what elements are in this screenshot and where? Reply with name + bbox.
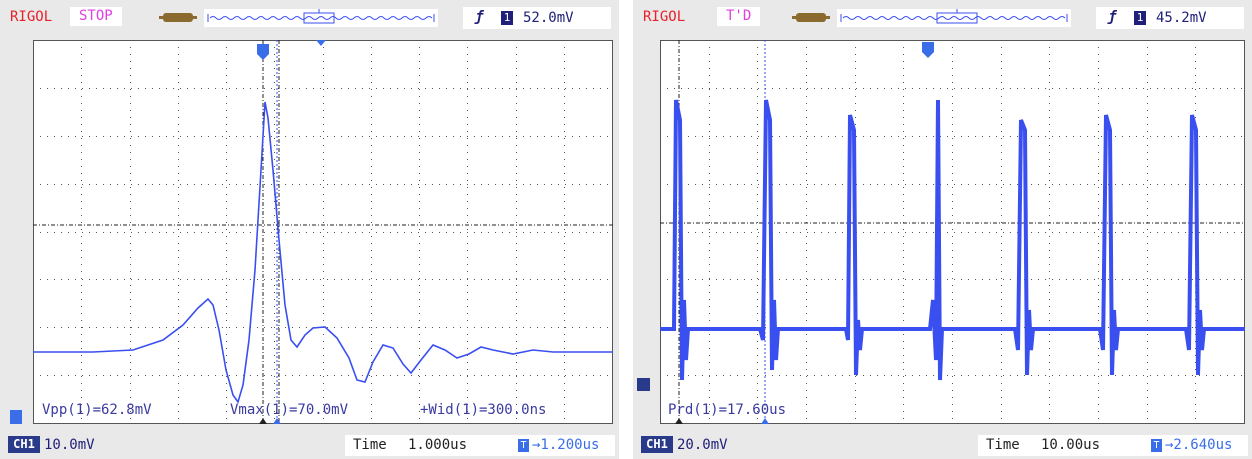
timebase-value: 10.00us [1041, 437, 1101, 453]
timebase-info[interactable]: Time 1.000us T →1.200us [345, 435, 615, 456]
channel-ground-marker [637, 378, 650, 391]
memory-depth-icon [159, 13, 197, 22]
measurement-vmax: Vmax(1)=70.0mV [230, 402, 349, 418]
channel-badge[interactable]: CH1 [641, 436, 673, 453]
memory-depth-icon [792, 13, 830, 22]
waveform-memory-overview[interactable] [204, 9, 438, 27]
trigger-position-marker [922, 42, 934, 58]
vertical-scale: 10.0mV [44, 437, 95, 453]
time-label: Time [986, 437, 1020, 453]
cursor-marker [761, 418, 769, 424]
oscilloscope-screen-left: RIGOL STOP ƒ 1 52.0mV [0, 0, 619, 459]
measurement-width: +Wid(1)=300.0ns [420, 402, 547, 418]
top-bar: RIGOL T'D ƒ 1 45.2mV [633, 0, 1252, 32]
channel-ground-marker [10, 410, 22, 424]
brand-label: RIGOL [10, 9, 53, 25]
trigger-offset-icon: T [518, 439, 529, 452]
rising-edge-icon: ƒ [475, 9, 484, 25]
oscilloscope-screen-right: RIGOL T'D ƒ 1 45.2mV [633, 0, 1252, 459]
waveform-memory-overview[interactable] [837, 9, 1071, 27]
graticule [33, 40, 613, 424]
measurement-vpp: Vpp(1)=62.8mV [42, 402, 152, 418]
brand-label: RIGOL [643, 9, 686, 25]
trigger-offset-value: →1.200us [532, 437, 600, 453]
channel-badge[interactable]: CH1 [8, 436, 40, 453]
cursor-marker [273, 418, 281, 424]
timebase-info[interactable]: Time 10.00us T →2.640us [978, 435, 1248, 456]
waveform-trace [33, 101, 613, 404]
trigger-level: 52.0mV [523, 10, 574, 26]
waveform-display[interactable] [660, 40, 1245, 424]
measurement-period: Prd(1)=17.60us [668, 402, 787, 418]
waveform-trace [660, 99, 1245, 381]
timebase-value: 1.000us [408, 437, 468, 453]
vertical-scale: 20.0mV [677, 437, 728, 453]
bottom-bar: CH1 20.0mV Time 10.00us T →2.640us [633, 432, 1252, 459]
trigger-channel-badge: 1 [501, 11, 513, 25]
trigger-channel-badge: 1 [1134, 11, 1146, 25]
trigger-position-marker [257, 44, 269, 60]
trigger-delay-marker [316, 40, 326, 46]
run-status[interactable]: T'D [717, 7, 761, 26]
trigger-info[interactable]: ƒ 1 45.2mV [1096, 7, 1244, 29]
cursor-marker [675, 418, 683, 424]
cursor-marker [259, 418, 267, 424]
trigger-offset-icon: T [1151, 439, 1162, 452]
top-bar: RIGOL STOP ƒ 1 52.0mV [0, 0, 619, 32]
rising-edge-icon: ƒ [1108, 9, 1117, 25]
trigger-level: 45.2mV [1156, 10, 1207, 26]
trigger-offset-value: →2.640us [1165, 437, 1233, 453]
waveform-display[interactable] [33, 40, 613, 424]
trigger-info[interactable]: ƒ 1 52.0mV [463, 7, 611, 29]
bottom-bar: CH1 10.0mV Time 1.000us T →1.200us [0, 432, 619, 459]
run-status[interactable]: STOP [70, 7, 122, 26]
time-label: Time [353, 437, 387, 453]
graticule [660, 40, 1245, 424]
